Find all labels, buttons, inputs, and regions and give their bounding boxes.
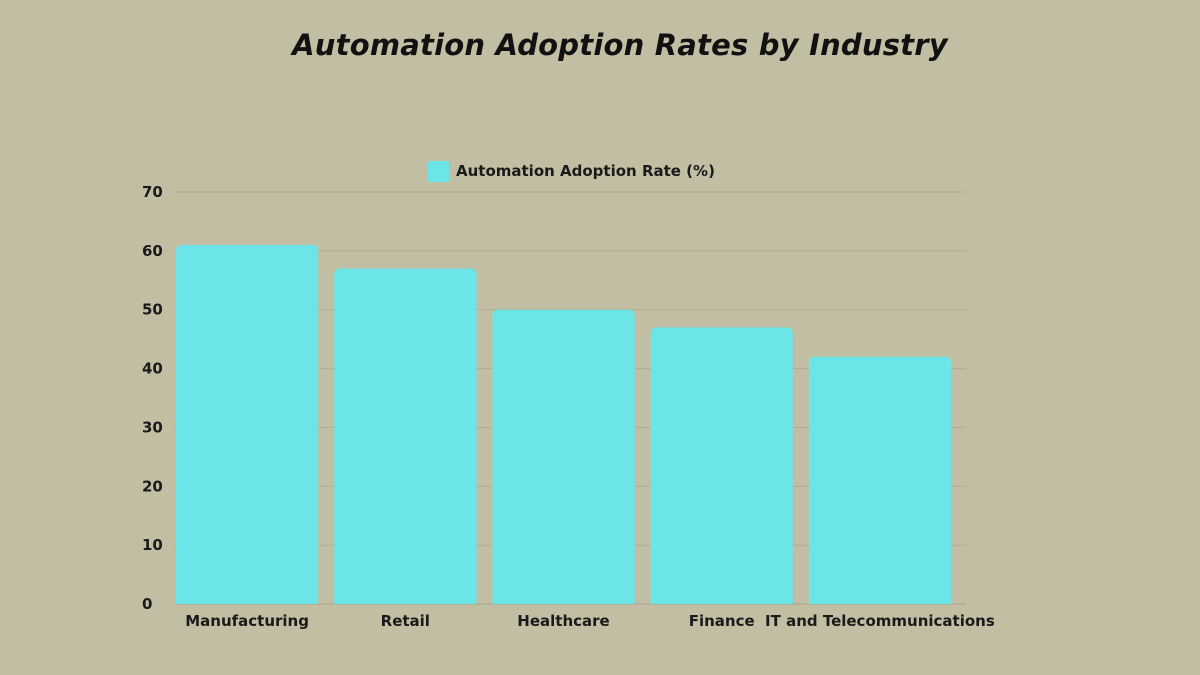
y-tick-label: 10 [142,536,163,554]
y-tick-label: 40 [142,360,163,378]
chart-title: Automation Adoption Rates by Industry [292,28,948,62]
bar-manufacturing [176,244,319,604]
x-category-label: IT and Telecommunications [765,612,995,630]
bar-it-and-telecommunications [808,356,951,604]
legend-swatch [428,161,449,182]
x-category-label: Manufacturing [185,612,309,630]
legend: Automation Adoption Rate (%) [428,161,715,182]
x-category-label: Finance [689,612,755,630]
x-category-label: Healthcare [517,612,609,630]
bar-finance [650,327,793,604]
y-tick-label: 30 [142,418,163,436]
x-axis-labels: Manufacturing Retail Healthcare Finance IT a… [185,612,995,630]
x-category-label: Retail [381,612,430,630]
legend-label: Automation Adoption Rate (%) [456,162,715,180]
bar-healthcare [492,309,635,604]
y-tick-label: 70 [142,183,163,201]
y-tick-label: 20 [142,477,163,495]
y-tick-label: 0 [142,595,152,613]
y-axis-ticks: 0 10 20 30 40 50 60 70 [142,183,163,613]
y-tick-label: 60 [142,242,163,260]
bars [176,244,951,604]
y-tick-label: 50 [142,301,163,319]
bar-retail [334,268,477,604]
